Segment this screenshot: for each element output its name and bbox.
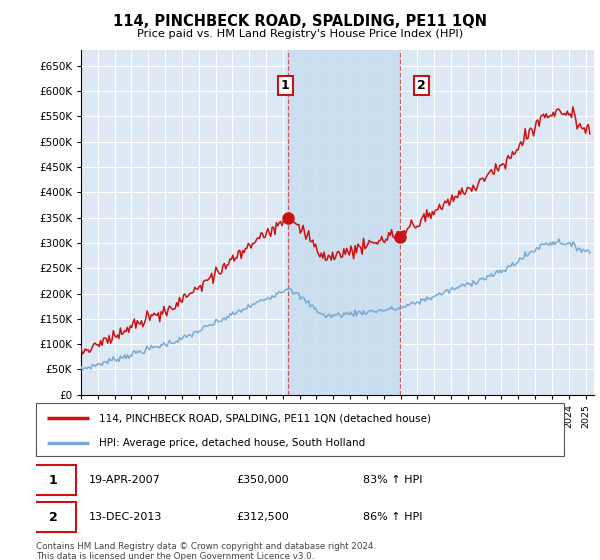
Text: 2: 2: [417, 80, 426, 92]
Text: 19-APR-2007: 19-APR-2007: [89, 475, 161, 485]
Text: 114, PINCHBECK ROAD, SPALDING, PE11 1QN: 114, PINCHBECK ROAD, SPALDING, PE11 1QN: [113, 14, 487, 29]
Text: Contains HM Land Registry data © Crown copyright and database right 2024.
This d: Contains HM Land Registry data © Crown c…: [36, 542, 376, 560]
Text: 13-DEC-2013: 13-DEC-2013: [89, 512, 162, 522]
Text: £350,000: £350,000: [236, 475, 289, 485]
FancyBboxPatch shape: [31, 502, 76, 533]
Text: 1: 1: [281, 80, 290, 92]
Text: HPI: Average price, detached house, South Holland: HPI: Average price, detached house, Sout…: [100, 438, 365, 448]
FancyBboxPatch shape: [36, 403, 564, 456]
Text: 1: 1: [49, 474, 58, 487]
Text: 2: 2: [49, 511, 58, 524]
Bar: [288, 50, 400, 395]
Text: £312,500: £312,500: [236, 512, 289, 522]
Text: Price paid vs. HM Land Registry's House Price Index (HPI): Price paid vs. HM Land Registry's House …: [137, 29, 463, 39]
Text: 86% ↑ HPI: 86% ↑ HPI: [364, 512, 423, 522]
FancyBboxPatch shape: [31, 465, 76, 495]
Text: 83% ↑ HPI: 83% ↑ HPI: [364, 475, 423, 485]
Text: 114, PINCHBECK ROAD, SPALDING, PE11 1QN (detached house): 114, PINCHBECK ROAD, SPALDING, PE11 1QN …: [100, 413, 431, 423]
